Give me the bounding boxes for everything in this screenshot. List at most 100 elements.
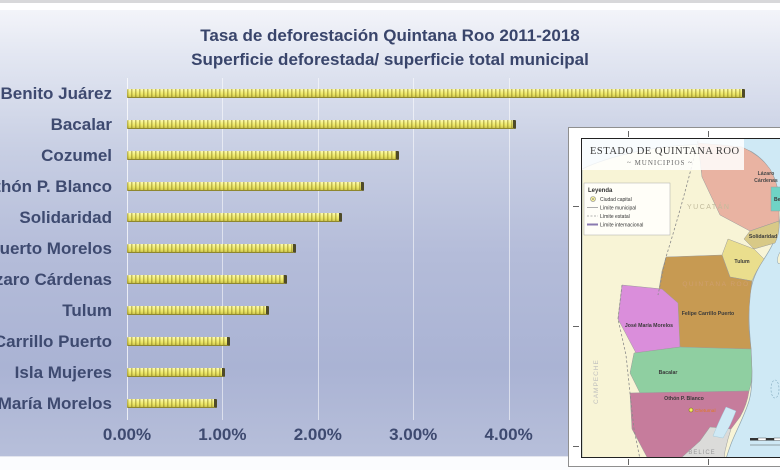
graticule-tick-bottom (628, 459, 629, 465)
bar-row: Lázaro Cárdenas (0, 264, 780, 295)
map-legend-title: Leyenda (588, 188, 613, 194)
bar-track (112, 171, 780, 202)
x-tick-label: 2.00% (293, 425, 342, 444)
x-tick-label: 3.00% (389, 425, 438, 444)
bar-rows: Benito Juárez Bacalar Cozumel Othón P. Blan… (0, 78, 780, 419)
bar (127, 244, 296, 253)
bar (127, 399, 217, 408)
bar (127, 275, 288, 284)
chart-title-line2: Superficie deforestada/ superficie total… (191, 50, 589, 69)
gridline (413, 78, 415, 420)
label-yucatan: YUCATÁN (687, 202, 730, 211)
region-othon-p-blanco (629, 390, 750, 457)
category-label: Lázaro Cárdenas (0, 269, 112, 289)
bar (127, 120, 517, 129)
bar-track (112, 264, 780, 295)
map-scale-bar (750, 437, 780, 446)
category-label: Felipe Carrillo Puerto (0, 331, 112, 351)
category-label: Tulum (62, 300, 112, 320)
bar-track (112, 109, 780, 140)
graticule-tick-top (708, 131, 709, 137)
bar (127, 89, 746, 98)
label-benito-juarez: Benito Juárez (774, 197, 780, 203)
graticule-tick-top (628, 131, 629, 137)
bar-row: Bacalar (0, 109, 780, 140)
category-label: Solidaridad (19, 207, 112, 227)
bar (127, 306, 270, 315)
category-label: Benito Juárez (0, 83, 112, 103)
label-jose-maria-morelos: José María Morelos (625, 323, 673, 329)
map-subtitle: ~ MUNICIPIOS ~ (627, 159, 693, 167)
bar-track (112, 78, 780, 109)
bar-row: Solidaridad (0, 202, 780, 233)
chart-title: Tasa de deforestación Quintana Roo 2011-… (0, 24, 780, 72)
label-belice: BELICE (688, 450, 715, 456)
label-tulum: Tulum (734, 259, 750, 265)
bar-row: Cozumel (0, 140, 780, 171)
label-felipe-carrillo-puerto: Felipe Carrillo Puerto (682, 311, 734, 317)
bar-track (112, 295, 780, 326)
category-label: Cozumel (41, 145, 112, 165)
gridline (508, 78, 510, 420)
label-bacalar: Bacalar (659, 370, 678, 376)
capital-marker-chetumal (688, 407, 694, 413)
bar-row: Isla Mujeres (0, 357, 780, 388)
bar-track (112, 326, 780, 357)
legend-item-municipal: Límite municipal (600, 206, 636, 212)
cozumel-island (777, 250, 780, 264)
legend-item-capital: Ciudad capital (600, 197, 632, 203)
label-lazaro-cardenas-l1: Lázaro (758, 171, 775, 177)
capital-dot-center (592, 198, 594, 200)
bar-track (112, 233, 780, 264)
label-quintana-roo: QUINTANA ROO (682, 281, 749, 288)
bar (127, 182, 364, 191)
bar-row: Othón P. Blanco (0, 171, 780, 202)
bar-track (112, 357, 780, 388)
graticule-tick-left (573, 326, 579, 327)
bar (127, 337, 231, 346)
bar-row: Benito Juárez (0, 78, 780, 109)
label-othon-p-blanco: Othón P. Blanco (664, 396, 704, 402)
bar-track (112, 140, 780, 171)
map-chetumal-bay (712, 406, 737, 439)
label-solidaridad: Solidaridad (749, 234, 777, 240)
banco-chinchorro-outline (770, 379, 780, 399)
graticule-tick-left (573, 206, 579, 207)
label-campeche: CAMPECHE (593, 359, 600, 404)
label-chetumal: Chetumal (695, 408, 716, 414)
label-lazaro-cardenas-l2: Cárdenas (754, 178, 778, 184)
bar (127, 151, 400, 160)
category-label: Isla Mujeres (14, 362, 112, 382)
graticule-tick-bottom (708, 459, 709, 465)
chart-title-line1: Tasa de deforestación Quintana Roo 2011-… (200, 26, 580, 45)
bar-row: Tulum (0, 295, 780, 326)
map-legend: Leyenda Ciudad capital Límite municipal … (583, 182, 671, 236)
region-bacalar (629, 346, 753, 394)
bar-row: Felipe Carrillo Puerto (0, 326, 780, 357)
bar (127, 213, 342, 222)
map-canvas: ESTADO DE QUINTANA ROO ~ MUNICIPIOS ~ Le… (581, 138, 780, 458)
quintana-roo-map: ESTADO DE QUINTANA ROO ~ MUNICIPIOS ~ Le… (582, 139, 780, 457)
bar-track (112, 388, 780, 419)
x-tick-label: 4.00% (484, 425, 533, 444)
category-label: Othón P. Blanco (0, 176, 112, 196)
category-label: Puerto Morelos (0, 238, 112, 258)
map-inset: ESTADO DE QUINTANA ROO ~ MUNICIPIOS ~ Le… (568, 127, 780, 467)
gridline (317, 78, 319, 420)
legend-item-estatal: Límite estatal (600, 214, 630, 220)
bar-row: Puerto Morelos (0, 233, 780, 264)
category-label: Bacalar (50, 114, 112, 134)
map-title-band (582, 139, 744, 170)
x-tick-label: 0.00% (102, 425, 152, 444)
bar-row: José María Morelos (0, 388, 780, 419)
x-tick-label: 1.00% (198, 425, 247, 444)
window-top-strip (0, 0, 780, 10)
bar (127, 368, 226, 377)
map-title: ESTADO DE QUINTANA ROO (590, 146, 740, 157)
category-label: José María Morelos (0, 393, 112, 413)
region-solidaridad (743, 220, 780, 250)
graticule-tick-left (573, 446, 579, 447)
legend-item-internacional: Límite internacional (600, 223, 643, 229)
bar-track (112, 202, 780, 233)
